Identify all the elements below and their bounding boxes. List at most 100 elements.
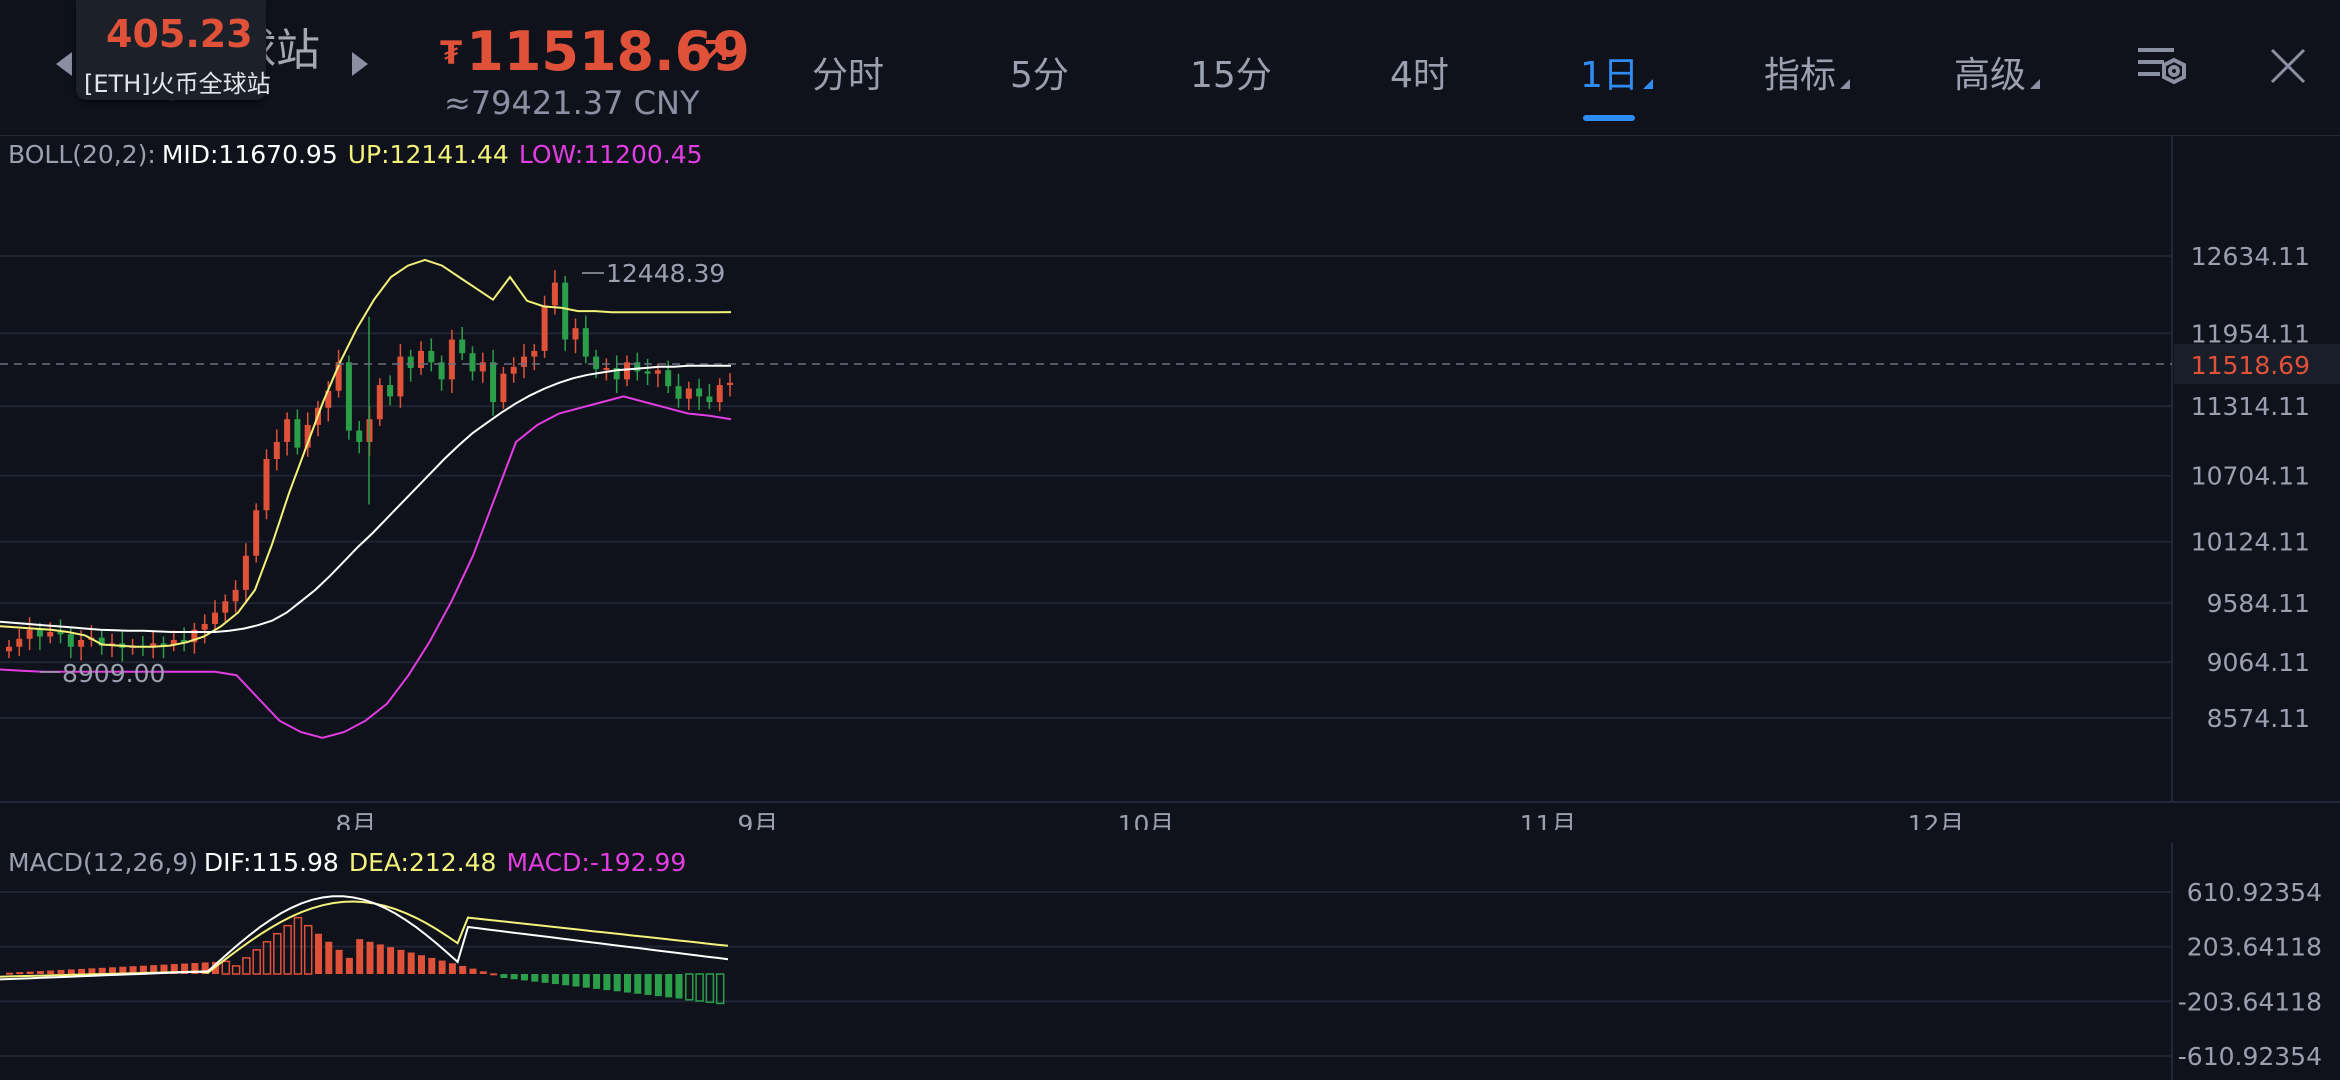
candle [613,367,620,380]
candle [325,390,332,408]
tab-label: 指标 [1764,55,1837,96]
candle [273,441,280,460]
macd-bar [521,974,528,981]
candle [696,388,703,397]
macd-bar [428,957,436,974]
previous-pair-arrow-icon[interactable] [56,52,72,76]
price-up-arrow-icon [698,40,726,68]
y-tick-label: 610.92354 [2187,878,2322,907]
candle [98,637,105,646]
macd-bar [191,962,199,974]
macd-bar [315,933,322,974]
macd-bar [407,952,415,974]
x-tick-label: 9月 [738,810,779,830]
macd-bar [376,944,384,974]
x-tick-label: 8月 [336,810,377,830]
dropdown-corner-icon [1642,79,1653,89]
candle [469,353,476,372]
macd-bar [695,973,704,1002]
candle [67,634,74,647]
candle [191,629,198,643]
candle [510,366,517,374]
tab-label: 4时 [1390,55,1449,96]
dea-line [0,900,729,978]
candle [675,386,682,399]
macd-bar [654,974,662,997]
macd-legend: MACD(12,26,9) DIF:115.98 DEA:212.48 MACD:-1… [8,848,696,877]
macd-bar [345,957,353,974]
y-tick-label: 8574.11 [2207,704,2310,733]
high-label: 12448.39 [606,259,725,288]
candle [418,350,424,368]
macd-bar [335,949,343,974]
chart-settings-icon[interactable] [2134,42,2190,90]
tab-4h[interactable]: 4时 [1390,46,1449,98]
candle [160,643,167,646]
y-tick-label: 203.64118 [2187,933,2322,962]
candle [551,282,558,306]
macd-bar [273,932,282,975]
next-pair-arrow-icon[interactable] [352,52,368,76]
macd-bar [139,965,147,974]
macd-bar [88,968,96,974]
close-icon[interactable] [2268,46,2308,86]
y-tick-label: 9584.11 [2207,589,2310,618]
candle [582,328,589,357]
macd-chart[interactable]: 610.92354 203.64118 -203.64118 -610.92354 [0,830,2340,1080]
tab-1day[interactable]: 1日 [1580,46,1653,98]
macd-bar [160,964,168,974]
macd-bar [231,965,241,975]
macd-bar [572,974,580,987]
candle [603,367,610,370]
tooltip-pair-name: [ETH]火币全球站 [84,70,271,98]
y-tick-label: 9064.11 [2207,648,2310,677]
macd-bar [36,971,44,974]
currency-symbol: ₮ [440,34,463,72]
tab-5min[interactable]: 5分 [1010,46,1069,98]
candle [263,459,270,511]
candle [222,601,229,613]
pair-switch-tooltip[interactable]: 405.23 [ETH]火币全球站 [76,0,271,100]
macd-bar [448,963,456,974]
candlestick-chart[interactable]: 12634.11 11954.11 11314.11 10704.11 10124.11… [0,130,2340,830]
macd-bar [613,974,621,992]
boll-up-line [0,258,732,648]
macd-bar [634,974,642,994]
candle [170,639,177,645]
macd-bar [551,974,559,985]
candle [242,555,249,590]
dropdown-corner-icon [2030,79,2041,89]
tab-timeline[interactable]: 分时 [812,46,884,98]
macd-bar [356,939,364,974]
macd-bar [47,970,55,974]
tooltip-price: 405.23 [106,12,253,56]
macd-bar [490,973,498,976]
macd-bar [675,974,683,999]
candle [716,385,723,403]
tab-indicators[interactable]: 指标 [1764,46,1851,98]
macd-bar [181,963,189,974]
tab-15min[interactable]: 15分 [1190,46,1272,98]
macd-bar [469,968,477,974]
macd-bar [582,974,590,988]
candle [541,305,548,351]
macd-bar [303,924,313,975]
candle [490,362,497,403]
candle [232,589,239,602]
macd-value: MACD:-192.99 [506,848,687,877]
tab-label: 1日 [1580,55,1639,96]
last-price: ₮11518.69 [440,20,750,83]
y-tick-label: -610.92354 [2178,1042,2322,1071]
boll-up: UP:12141.44 [347,140,509,169]
candle [335,362,342,391]
candle [376,385,383,420]
macd-bar [252,949,261,975]
tab-advanced[interactable]: 高级 [1954,46,2041,98]
macd-bar [170,964,178,974]
last-price-value: 11518.69 [466,20,750,83]
macd-bar [283,924,292,975]
candle [150,643,157,647]
candle [644,371,651,374]
current-price-badge [2174,344,2340,384]
candle [212,612,218,625]
